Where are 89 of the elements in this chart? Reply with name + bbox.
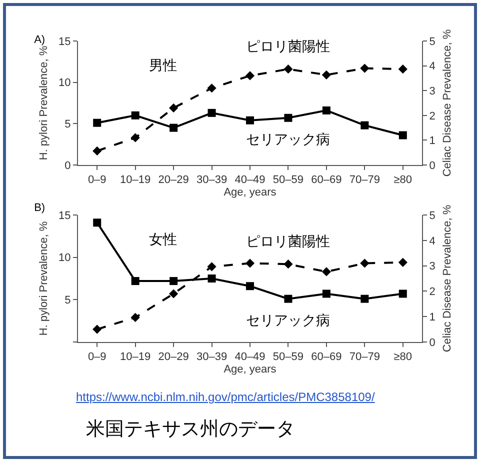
y2-tick-label: 5 [429, 210, 436, 222]
x-tick-label: 50–59 [272, 351, 304, 364]
y2-tick-label: 2 [429, 286, 436, 298]
y2-tick-label: 1 [429, 135, 436, 148]
y-axis-title: H. pylori Prevalence, % [38, 46, 50, 160]
point [284, 294, 292, 303]
point [245, 71, 255, 80]
y-tick-label: 5 [64, 118, 71, 131]
point [246, 116, 254, 124]
point [398, 64, 408, 74]
x-tick-label: ≥80 [394, 174, 412, 186]
x-tick-label: 60–69 [311, 351, 342, 364]
point [245, 258, 255, 268]
y-tick-label: 10 [58, 77, 71, 90]
text: 米国テキサス州のデータ [86, 417, 295, 442]
chart-title: A) [34, 34, 46, 46]
point [208, 108, 216, 117]
y-tick-label: 5 [64, 294, 71, 307]
point [169, 289, 178, 298]
x-tick-label: 70–79 [349, 351, 380, 364]
point [92, 146, 102, 156]
point [360, 258, 370, 268]
x-tick-label: 0–9 [88, 351, 106, 364]
x-axis-title: Age, years [224, 186, 277, 198]
series-label: セリアック病 [246, 132, 330, 148]
point [322, 70, 331, 80]
point [360, 121, 369, 130]
point [284, 64, 293, 74]
series-label: ピロリ菌陽性 [246, 234, 330, 250]
point [170, 124, 178, 132]
y2-tick-label: 2 [429, 110, 436, 122]
point [322, 106, 330, 114]
point [207, 262, 216, 272]
y2-tick-label: 0 [429, 160, 436, 172]
chart-title: B) [34, 202, 46, 214]
x-tick-label: 50–59 [272, 174, 304, 186]
y-tick-label: 15 [58, 36, 71, 48]
point [360, 64, 370, 73]
y2-tick-label: 3 [429, 85, 436, 98]
series-label: ピロリ菌陽性 [246, 39, 330, 55]
point [130, 133, 140, 142]
point [130, 312, 140, 322]
y-axis-title: H. pylori Prevalence, % [38, 221, 50, 336]
x-tick-label: 20–29 [158, 174, 189, 186]
point [322, 290, 330, 298]
x-tick-label: ≥80 [394, 351, 412, 364]
y2-tick-label: 4 [429, 60, 436, 73]
x-tick-label: 40–49 [234, 351, 266, 364]
y2-tick-label: 5 [429, 36, 436, 48]
point [398, 258, 408, 267]
point [207, 84, 216, 93]
point [246, 282, 254, 290]
x-tick-label: 70–79 [349, 174, 380, 186]
point [131, 277, 140, 286]
point [131, 111, 140, 120]
y-tick-label: 0 [64, 160, 71, 172]
y2-tick-label: 1 [429, 311, 436, 324]
y2-tick-label: 0 [429, 336, 436, 349]
text: https://www.ncbi.nlm.nih.gov/pmc/articles/PMC3858109/ [76, 390, 375, 404]
point [322, 267, 331, 276]
y2-axis-title: Celiac Disease Prevalence, % [442, 204, 454, 352]
point [284, 260, 293, 269]
point [398, 131, 407, 140]
y-tick-label: 10 [58, 252, 71, 264]
x-tick-label: 10–19 [120, 174, 151, 186]
point [398, 290, 407, 298]
x-tick-label: 10–19 [120, 351, 151, 364]
point [93, 218, 102, 227]
y-tick-label: 15 [58, 210, 71, 222]
annotation: 男性 [149, 58, 177, 74]
point [360, 294, 369, 303]
y2-tick-label: 3 [429, 260, 436, 273]
point [93, 118, 102, 127]
point [92, 324, 102, 334]
x-tick-label: 30–39 [196, 174, 228, 186]
point [208, 274, 216, 282]
x-tick-label: 0–9 [88, 174, 106, 186]
x-tick-label: 20–29 [158, 351, 189, 364]
point [170, 277, 178, 286]
x-axis-title: Age, years [224, 363, 277, 376]
x-tick-label: 40–49 [234, 174, 266, 186]
x-tick-label: 60–69 [311, 174, 342, 186]
series-label: セリアック病 [246, 313, 330, 329]
y2-tick-label: 4 [429, 235, 436, 248]
point [169, 103, 178, 113]
annotation: 女性 [149, 232, 177, 248]
x-tick-label: 30–39 [196, 351, 228, 364]
point [284, 114, 292, 122]
y2-axis-title: Celiac Disease Prevalence, % [442, 29, 454, 177]
